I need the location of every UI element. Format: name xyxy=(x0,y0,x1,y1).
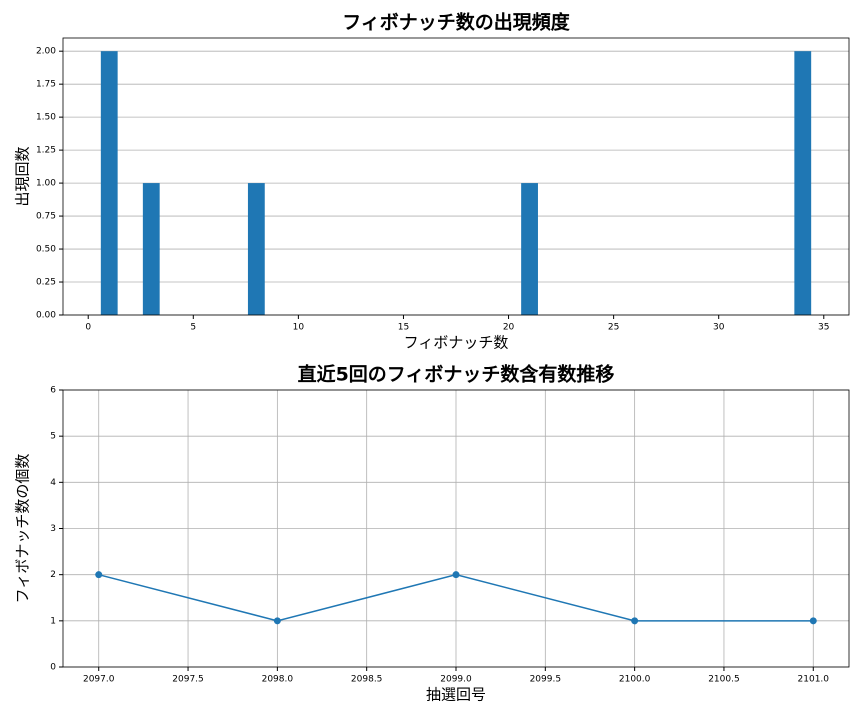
x-tick-label: 10 xyxy=(293,323,305,333)
x-tick-label: 2101.0 xyxy=(798,675,830,685)
y-tick-label: 0.00 xyxy=(36,311,56,321)
x-tick-label: 30 xyxy=(713,323,725,333)
x-tick-label: 15 xyxy=(398,323,409,333)
x-tick-label: 35 xyxy=(818,323,829,333)
x-tick-label: 2098.5 xyxy=(351,675,383,685)
x-tick-label: 2098.0 xyxy=(262,675,294,685)
y-tick-label: 0.50 xyxy=(36,245,56,255)
y-tick-label: 1.25 xyxy=(36,146,56,156)
y-axis-label: フィボナッチ数の個数 xyxy=(14,454,32,604)
y-tick-label: 0.25 xyxy=(36,278,56,288)
x-axis-label: フィボナッチ数 xyxy=(404,334,509,352)
bar xyxy=(247,183,265,315)
point xyxy=(809,617,817,625)
x-tick-label: 2097.0 xyxy=(83,675,115,685)
y-tick-label: 1.50 xyxy=(36,113,56,123)
y-tick-label: 6 xyxy=(50,386,56,396)
y-tick-label: 4 xyxy=(50,478,56,488)
x-tick-label: 2100.0 xyxy=(619,675,651,685)
x-tick-label: 20 xyxy=(503,323,515,333)
x-tick-label: 2099.5 xyxy=(530,675,562,685)
bar xyxy=(100,51,118,315)
y-tick-label: 2 xyxy=(50,570,56,580)
y-tick-label: 3 xyxy=(50,524,56,534)
chart-title: 直近5回のフィボナッチ数含有数推移 xyxy=(298,363,615,386)
bar xyxy=(142,183,160,315)
y-tick-label: 1.75 xyxy=(36,80,56,90)
x-tick-label: 2099.0 xyxy=(440,675,472,685)
y-tick-label: 5 xyxy=(50,432,56,442)
y-tick-label: 0 xyxy=(50,663,56,673)
y-tick-label: 2.00 xyxy=(36,47,56,57)
y-tick-label: 0.75 xyxy=(36,212,56,222)
bar xyxy=(521,183,538,315)
x-tick-label: 2100.5 xyxy=(708,675,740,685)
x-tick-label: 2097.5 xyxy=(172,675,204,685)
bar xyxy=(794,51,812,315)
plot-frame xyxy=(62,37,850,316)
point xyxy=(273,617,281,625)
y-axis-label: 出現回数 xyxy=(14,146,32,206)
point xyxy=(631,617,639,625)
x-tick-label: 0 xyxy=(85,323,91,333)
point xyxy=(95,571,103,579)
chart-title: フィボナッチ数の出現頻度 xyxy=(342,11,571,34)
y-tick-label: 1.00 xyxy=(36,179,56,189)
x-tick-label: 25 xyxy=(608,323,619,333)
plot-frame xyxy=(62,389,850,668)
x-axis-label: 抽選回号 xyxy=(426,686,486,704)
x-tick-label: 5 xyxy=(190,323,196,333)
point xyxy=(452,571,460,579)
y-tick-label: 1 xyxy=(50,616,56,626)
